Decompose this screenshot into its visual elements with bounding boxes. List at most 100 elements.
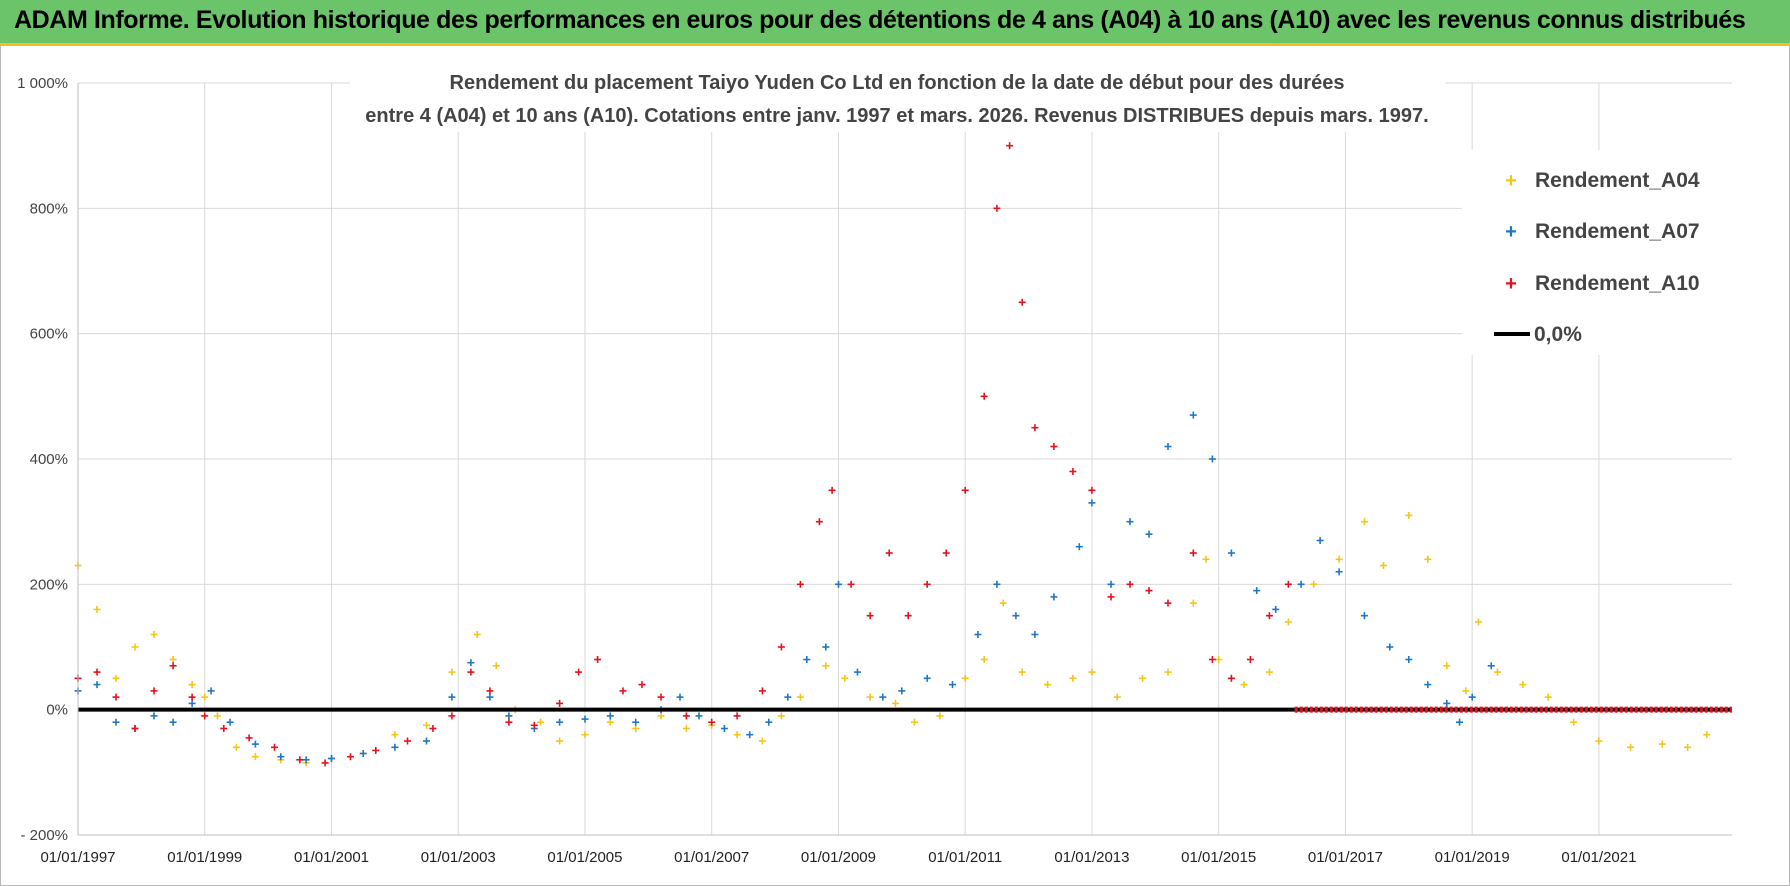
data-point <box>936 712 944 720</box>
data-point <box>1208 656 1216 663</box>
data-point <box>1386 643 1394 651</box>
data-point <box>1069 674 1077 682</box>
data-point <box>112 693 120 701</box>
data-point <box>505 718 513 726</box>
data-point <box>1088 486 1096 494</box>
data-point <box>492 662 500 670</box>
data-point <box>1703 731 1711 739</box>
data-point <box>835 580 842 588</box>
data-point <box>1208 455 1216 463</box>
header-banner: ADAM Informe. Evolution historique des p… <box>0 0 1790 46</box>
y-tick-label: 1 000% <box>17 75 68 92</box>
x-tick-label: 01/01/2017 <box>1308 849 1383 866</box>
data-point <box>347 753 354 761</box>
data-point <box>923 580 931 588</box>
data-point <box>112 674 120 682</box>
data-point <box>169 662 177 670</box>
series-rendement-a10 <box>74 142 1292 767</box>
axes: - 200% 0% 200% 400% 600% 800% 1 000% 01/01/1997… <box>17 75 1732 866</box>
legend-label-a10: Rendement_A10 <box>1535 272 1700 295</box>
legend: + Rendement_A04 + Rendement_A07 + Rendem… <box>1462 150 1732 355</box>
data-point <box>847 580 855 588</box>
data-point <box>676 693 684 701</box>
data-point <box>1031 424 1039 432</box>
data-point <box>226 718 234 726</box>
data-point <box>467 668 475 676</box>
data-point <box>606 712 614 720</box>
data-point <box>866 693 874 701</box>
data-point <box>556 737 564 745</box>
data-point <box>556 699 564 707</box>
data-point <box>1240 681 1248 689</box>
data-point <box>473 631 481 638</box>
data-point <box>201 693 209 701</box>
data-point <box>1456 718 1463 726</box>
data-point <box>1075 543 1083 551</box>
data-point <box>1227 674 1235 682</box>
data-point <box>232 743 240 751</box>
data-point <box>796 580 804 588</box>
data-point <box>619 687 627 695</box>
data-point <box>784 693 792 701</box>
data-point <box>1145 530 1153 538</box>
legend-marker-a04: + <box>1505 170 1517 192</box>
y-tick-label: 600% <box>30 326 68 343</box>
data-point <box>150 712 158 720</box>
data-point <box>271 743 278 751</box>
data-point <box>803 656 811 663</box>
data-point <box>594 656 602 663</box>
legend-label-a04: Rendement_A04 <box>1535 169 1700 192</box>
data-point <box>1310 580 1318 588</box>
legend-marker-a07: + <box>1505 221 1517 243</box>
data-point <box>904 612 912 620</box>
data-point <box>1050 443 1058 450</box>
data-point <box>758 687 766 695</box>
data-point <box>251 740 259 748</box>
chart-title-line2: entre 4 (A04) et 10 ans (A10). Cotations… <box>365 105 1428 127</box>
data-point <box>277 753 285 761</box>
data-point <box>708 718 716 726</box>
series-rendement-a04 <box>74 511 1711 767</box>
data-point <box>733 731 741 739</box>
data-point <box>1145 587 1153 595</box>
data-point <box>1284 618 1292 626</box>
data-point <box>391 743 399 751</box>
data-point <box>796 693 804 701</box>
data-point <box>1380 562 1387 569</box>
data-point <box>1405 656 1413 663</box>
data-point <box>632 718 640 726</box>
x-tick-label: 01/01/2011 <box>928 849 1002 866</box>
data-point <box>949 681 956 689</box>
data-point <box>372 746 380 754</box>
chart-title-line1: Rendement du placement Taiyo Yuden Co Lt… <box>450 72 1345 94</box>
data-point <box>1405 511 1413 519</box>
data-point <box>682 725 690 732</box>
legend-label-a07: Rendement_A07 <box>1535 220 1700 243</box>
data-point <box>1253 587 1261 595</box>
data-point <box>251 753 259 761</box>
data-point <box>1113 693 1121 701</box>
data-point <box>1297 580 1305 588</box>
data-point <box>822 643 830 651</box>
data-point <box>404 737 411 745</box>
data-point <box>1443 662 1451 670</box>
data-point <box>448 668 456 676</box>
data-point <box>245 734 253 742</box>
data-point <box>486 687 494 695</box>
x-tick-label: 01/01/2007 <box>674 849 749 866</box>
data-point <box>1265 668 1273 676</box>
data-point <box>1189 411 1197 419</box>
x-tick-label: 01/01/2003 <box>421 849 496 866</box>
data-point <box>765 718 773 726</box>
data-point <box>1126 518 1134 526</box>
data-point <box>1246 656 1254 663</box>
data-point <box>1202 555 1210 563</box>
data-point <box>1088 499 1096 507</box>
data-point <box>188 693 196 701</box>
x-tick-label: 01/01/2021 <box>1561 849 1636 866</box>
data-point <box>131 725 139 732</box>
data-point <box>150 631 158 638</box>
data-point <box>632 725 640 732</box>
data-point <box>423 721 430 729</box>
data-point <box>1215 656 1223 663</box>
